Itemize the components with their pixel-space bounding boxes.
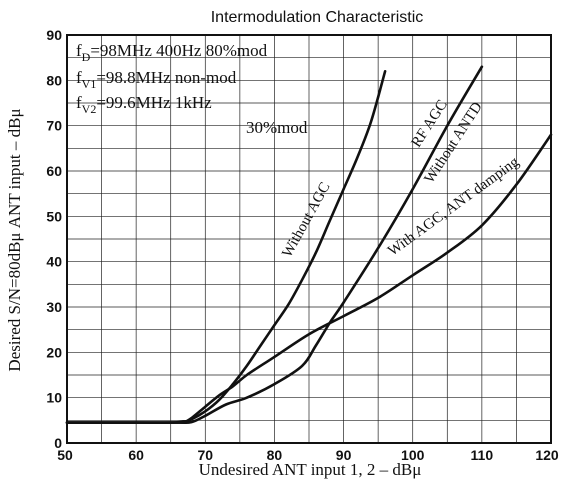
x-axis-label: Undesired ANT input 1, 2 – dBμ — [199, 460, 422, 479]
annotation-line: fV1=98.8MHz non-mod — [76, 68, 237, 91]
y-tick-label: 30 — [46, 299, 62, 315]
chart-grid — [66, 34, 552, 444]
x-tick-label: 80 — [267, 447, 283, 463]
x-tick-label: 100 — [401, 447, 425, 463]
y-tick-label: 90 — [46, 27, 62, 43]
chart-title: Intermodulation Characteristic — [211, 9, 424, 26]
annotation-line: fV2=99.6MHz 1kHz — [76, 93, 212, 116]
annotation-line: 30%mod — [246, 118, 308, 137]
series-without-agc — [65, 70, 387, 424]
curve-label-with-agc-ant-damping: With AGC, ANT damping — [385, 154, 522, 260]
x-axis-ticks: 50 60 70 80 90 100 110 120 — [57, 447, 559, 463]
y-tick-label: 10 — [46, 390, 62, 406]
y-tick-label: 60 — [46, 163, 62, 179]
plot-frame — [66, 34, 552, 444]
x-tick-label: 90 — [336, 447, 352, 463]
x-tick-label: 50 — [57, 447, 73, 463]
y-axis-label: Desired S/N=80dBμ ANT input – dBμ — [5, 108, 24, 371]
y-tick-label: 50 — [46, 208, 62, 224]
y-axis-ticks: 0 10 20 30 40 50 60 70 80 90 — [46, 27, 62, 451]
curve-label-without-agc: Without AGC — [279, 180, 333, 260]
chart-series — [65, 65, 553, 425]
chart-annotations: fD=98MHz 400Hz 80%mod fV1=98.8MHz non-mod… — [76, 41, 308, 137]
y-tick-label: 0 — [54, 435, 62, 451]
x-tick-label: 70 — [197, 447, 213, 463]
x-tick-label: 60 — [128, 447, 144, 463]
y-tick-label: 80 — [46, 72, 62, 88]
y-tick-label: 70 — [46, 118, 62, 134]
annotation-line: fD=98MHz 400Hz 80%mod — [76, 41, 268, 64]
x-tick-label: 120 — [535, 447, 559, 463]
x-tick-label: 110 — [471, 447, 494, 463]
series-with-agc-ant-damping — [65, 133, 553, 424]
y-tick-label: 40 — [46, 254, 62, 270]
y-tick-label: 20 — [46, 344, 62, 360]
